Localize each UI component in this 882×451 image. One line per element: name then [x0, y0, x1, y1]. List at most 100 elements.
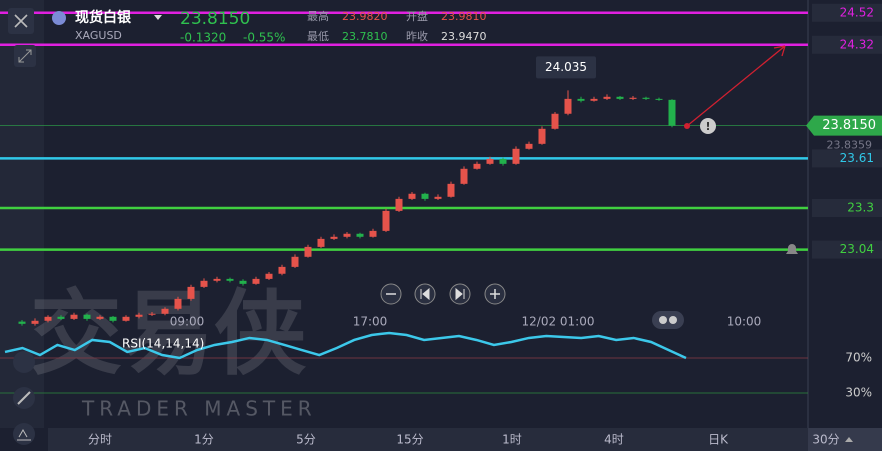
level-label: 23.3: [847, 201, 874, 215]
candle-body: [655, 98, 663, 100]
icon: [455, 287, 465, 301]
candle-body: [304, 246, 312, 257]
candle-body: [31, 320, 39, 324]
time-label: 12/02 01:00: [522, 315, 595, 329]
candle-body: [512, 148, 520, 164]
header-price: 23.8150: [180, 9, 250, 29]
timeframe-tab[interactable]: 15分: [396, 433, 423, 447]
candle-body: [577, 98, 585, 101]
rsi-tick-label: 30%: [845, 386, 872, 400]
time-label: 17:00: [353, 315, 388, 329]
stat-value: 23.7810: [342, 30, 388, 43]
tab-arrow: [845, 437, 853, 442]
candle-body: [486, 158, 494, 164]
stat-label: 开盘: [406, 9, 428, 23]
candle-body: [356, 233, 364, 237]
rsi-tick-label: 70%: [845, 351, 872, 365]
last-price-tag: [806, 115, 882, 136]
timeframe-tab[interactable]: 30分: [812, 433, 839, 447]
candle-body: [538, 128, 546, 144]
stat-label: 最低: [307, 30, 329, 43]
level-label: 23.04: [840, 242, 874, 256]
candle-body: [135, 314, 143, 317]
level-label: 24.32: [840, 37, 874, 51]
candle-body: [70, 314, 78, 319]
info-icon[interactable]: [700, 118, 716, 134]
stat-value: 23.9820: [342, 10, 388, 23]
candle-body: [590, 98, 598, 101]
candle-body: [629, 97, 637, 99]
stat-label: 昨收: [406, 29, 428, 43]
level-tag: [812, 35, 882, 54]
candle-body: [57, 316, 65, 319]
icon: [420, 287, 430, 301]
icon: [659, 316, 667, 324]
candle-body: [369, 230, 377, 237]
candle-body: [122, 316, 130, 321]
symbol-name[interactable]: 现货白银: [75, 9, 132, 26]
last-price-label: 23.8150: [822, 118, 876, 133]
candle-body: [447, 183, 455, 197]
candle-body: [174, 298, 182, 309]
header-change-pct: -0.55%: [243, 31, 285, 45]
timeframe-tab[interactable]: 分时: [88, 433, 112, 447]
candle-body: [434, 196, 442, 199]
expand-icon: [18, 49, 32, 63]
watermark-brand: TRADER MASTER: [81, 397, 317, 421]
alert-icon[interactable]: [786, 244, 798, 254]
level-tag: [812, 240, 882, 259]
candle-body: [499, 158, 507, 164]
candle-body: [148, 313, 156, 315]
tool-button[interactable]: [13, 423, 35, 445]
pen-icon: [17, 391, 31, 405]
timeframe-tab[interactable]: 4时: [604, 433, 624, 447]
level-label: 24.52: [840, 5, 874, 19]
tab-selected-bg: [808, 428, 882, 451]
indicator-icon: [17, 428, 31, 441]
level-tag: [812, 199, 882, 217]
toggle[interactable]: [652, 311, 684, 329]
level-tag: [812, 149, 882, 168]
icon: [669, 316, 677, 324]
level-tag: [812, 3, 882, 22]
header-change: -0.1320: [180, 31, 226, 45]
candle-body: [421, 193, 429, 199]
candle-body: [291, 256, 299, 267]
candle-body: [96, 316, 104, 319]
candle-body: [343, 233, 351, 237]
candle-body: [278, 266, 286, 274]
timeframe-tab[interactable]: 日K: [708, 433, 729, 447]
icon: [490, 289, 500, 299]
level-label: 23.61: [840, 151, 874, 165]
rsi-line: [4, 331, 687, 360]
candle-body: [668, 99, 676, 126]
tool-button[interactable]: [13, 351, 35, 373]
timeframe-tab[interactable]: 1分: [194, 433, 214, 447]
candle-body: [408, 193, 416, 199]
stat-value: 23.9470: [441, 30, 487, 43]
candle-body: [83, 314, 91, 319]
candle-body: [18, 321, 26, 324]
candle-body: [213, 278, 221, 281]
candle-body: [265, 273, 273, 279]
candle-body: [642, 97, 650, 99]
symbol-code: XAGUSD: [75, 29, 122, 42]
timeframe-tab[interactable]: 5分: [296, 433, 316, 447]
candle-body: [525, 143, 533, 149]
trend-arrow: [686, 45, 786, 127]
watermark: 交易侠 TRADER MASTER: [30, 280, 317, 421]
candle-body: [161, 308, 169, 314]
candle-body: [317, 238, 325, 247]
max-label-box: [536, 56, 596, 79]
dropdown-icon[interactable]: [154, 15, 162, 20]
candle-body: [252, 278, 260, 284]
bid-label: 23.8359: [827, 139, 873, 152]
timeframe-tab[interactable]: 1时: [502, 433, 522, 447]
candle-body: [109, 316, 117, 321]
rsi-label: RSI(14,14,14): [122, 337, 204, 351]
candle-body: [44, 316, 52, 321]
candle-body: [460, 168, 468, 184]
